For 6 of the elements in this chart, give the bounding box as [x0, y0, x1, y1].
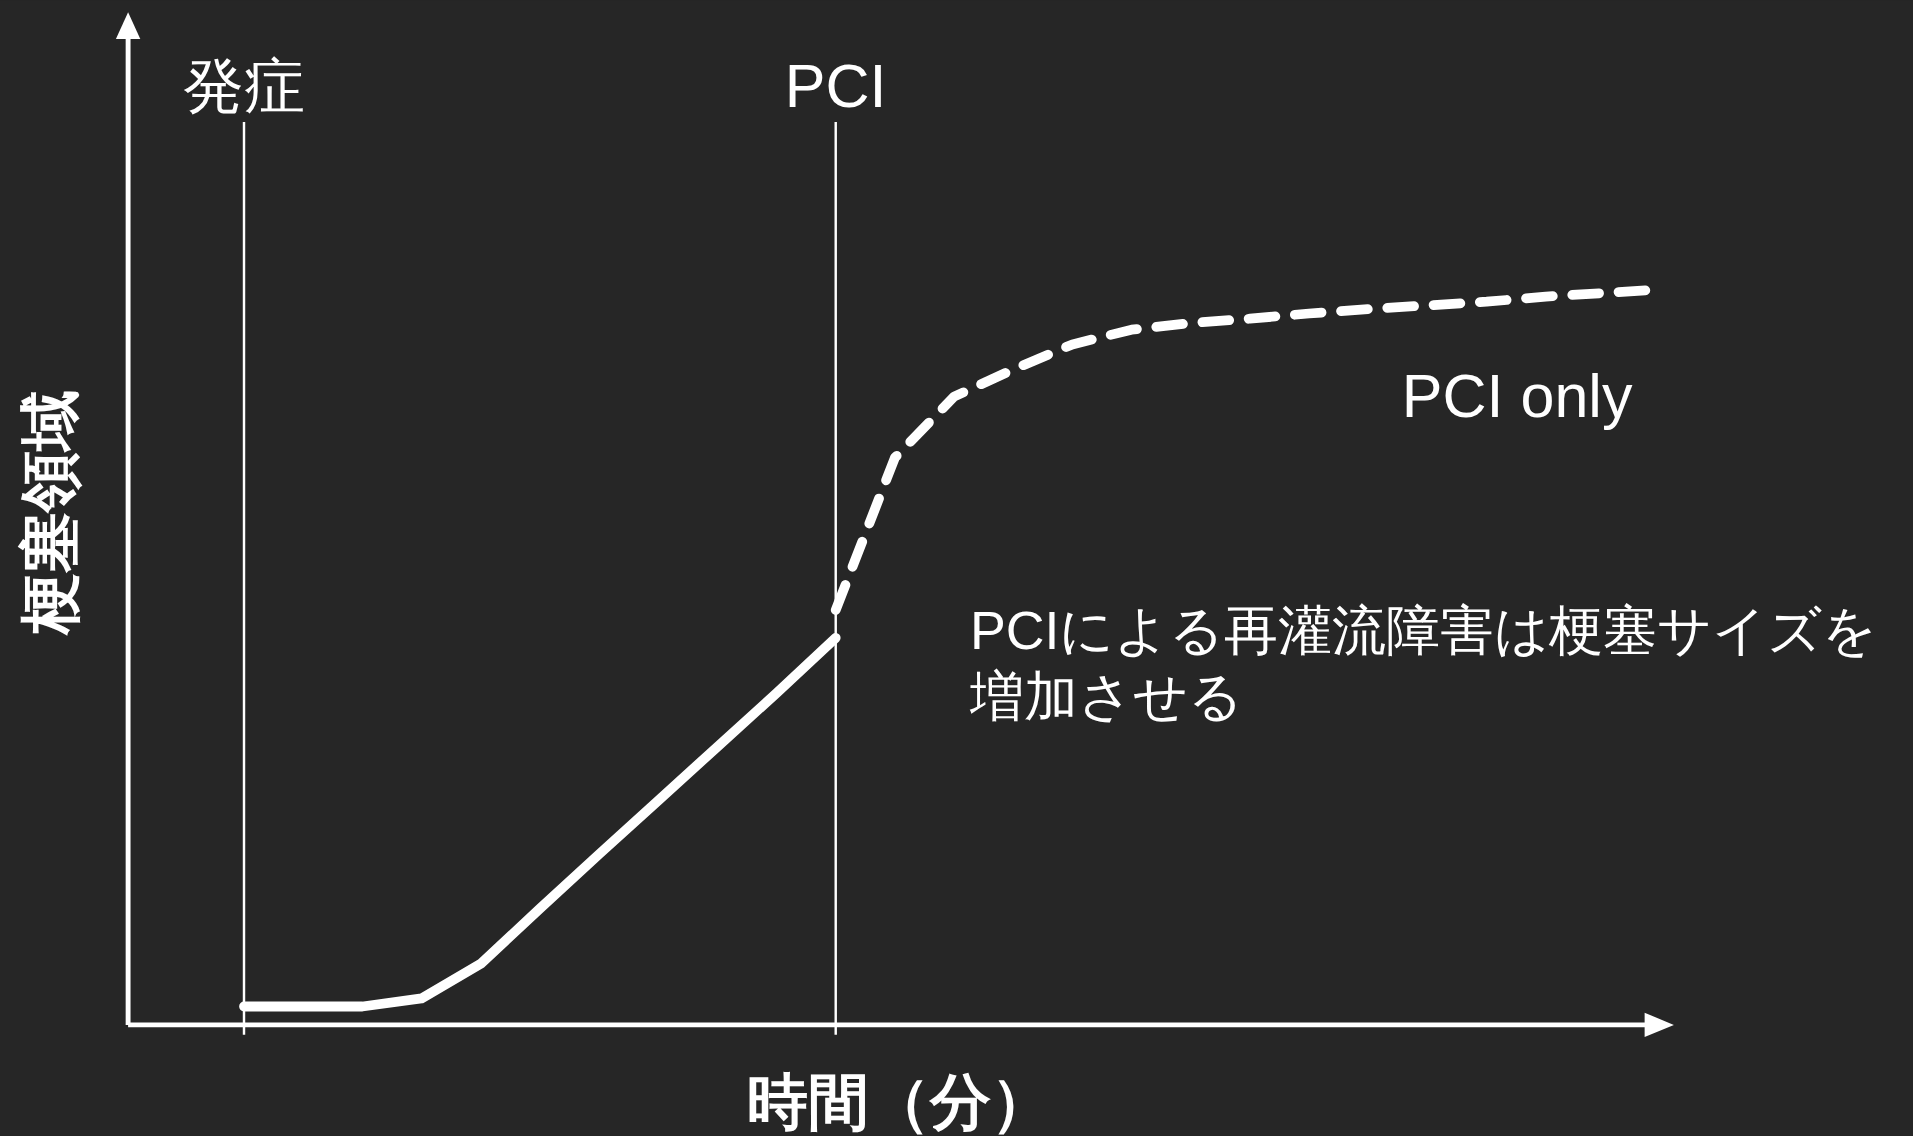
series-label: PCI only — [1401, 362, 1633, 431]
annotation: PCIによる再灌流障害は梗塞サイズを増加させる — [968, 600, 1878, 727]
text: 発症 — [183, 52, 306, 121]
y-axis-title: 梗塞領域 — [15, 390, 84, 637]
text: PCI — [784, 52, 887, 121]
x-axis-title: 時間（分） — [746, 1067, 1052, 1136]
